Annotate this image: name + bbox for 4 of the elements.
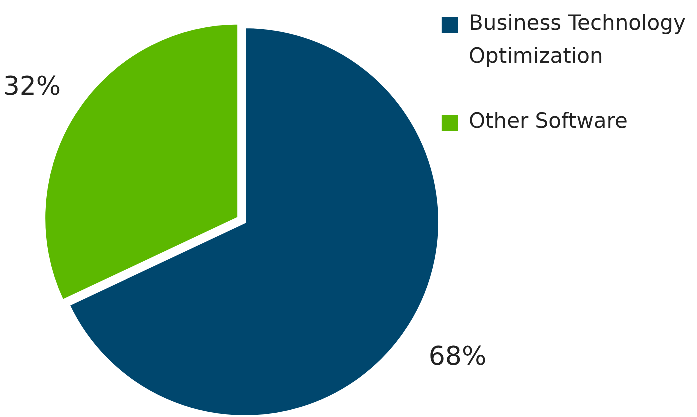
legend-label: Business Technology Optimization <box>469 11 686 68</box>
legend-label: Other Software <box>469 109 628 133</box>
data-label: 32% <box>3 72 62 102</box>
data-label: 68% <box>428 342 487 372</box>
